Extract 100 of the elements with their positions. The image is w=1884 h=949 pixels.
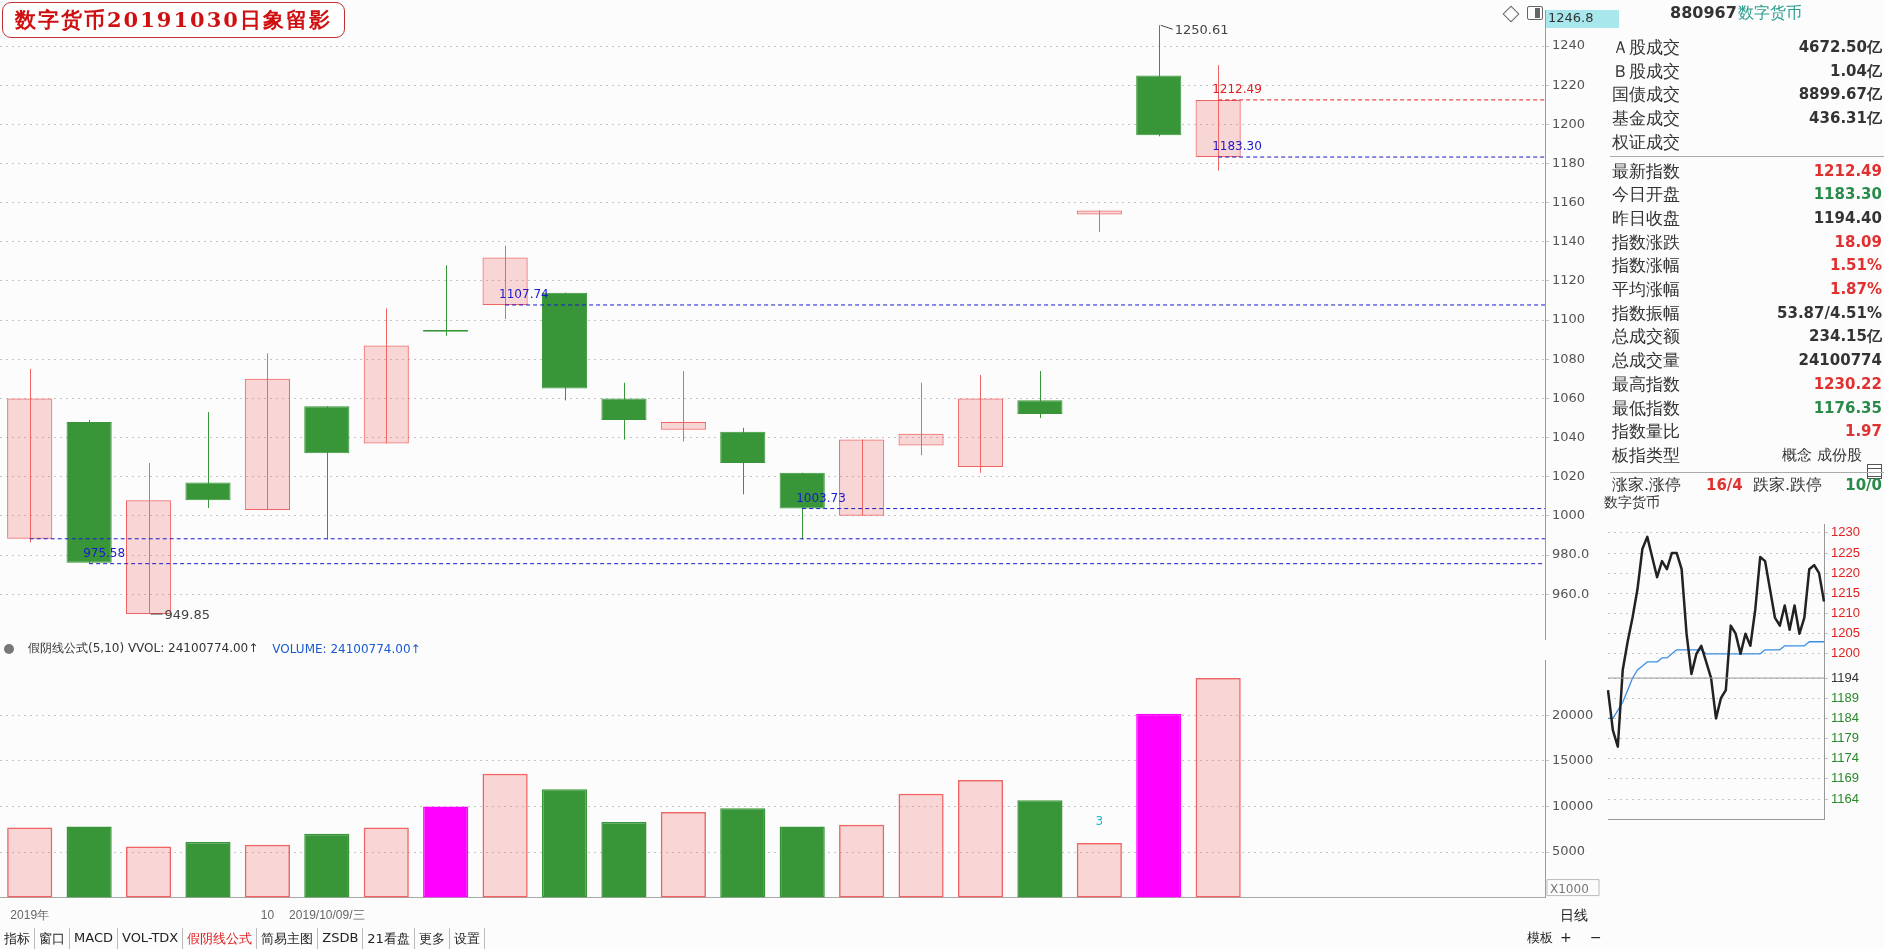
text: 234.15亿 [1809,327,1882,346]
text: ZSDB [318,928,364,949]
y-tick-label: 1180 [1552,154,1586,170]
text: 设置 [449,928,485,949]
text: 1176.35 [1813,398,1882,417]
text: 指数涨幅 [1612,255,1680,276]
y-tick-label: 1230 [1831,524,1860,540]
chart-subtitle: VOLUME: 24100774.00↑ [272,641,421,656]
text: 窗口 [35,928,70,949]
text: + [1560,928,1572,946]
text: Ｂ股成交 [1612,60,1680,81]
y-axis-title: X1000 [1550,881,1589,896]
y-tick-label: 1200 [1552,115,1586,131]
text: 日线 [1560,906,1588,924]
candlestick [660,370,706,442]
text: 436.31亿 [1809,109,1882,128]
text: 最低指数 [1612,397,1680,418]
text: VOL-TDX [117,928,184,949]
y-tick-label: 1179 [1831,730,1859,746]
y-tick-label: 1169 [1831,770,1859,786]
bar [1195,678,1241,898]
text: 总成交量 [1612,350,1680,371]
y-tick-label: 1100 [1552,311,1586,327]
chart-title: 假阴线公式(5,10) VVOL: 24100774.00↑ [28,640,259,657]
chart-title: 数字货币20191030日象留影 [2,2,345,38]
y-tick-label: 1080 [1552,350,1586,366]
text: 1183.30 [1813,185,1882,204]
y-tick-label: 1060 [1552,389,1586,405]
y-tick-label: 15000 [1552,752,1594,768]
candlestick [957,374,1004,474]
y-tick-label: 1020 [1552,468,1586,484]
bar [7,827,53,898]
text: 1230.22 [1813,374,1882,393]
text: MACD [70,928,118,949]
candlestick [244,352,290,511]
y-tick-label: 1000 [1552,507,1586,523]
text: 板指类型 [1612,444,1680,465]
y-tick-label: 980.0 [1552,546,1590,562]
text: 53.87/4.51% [1777,303,1882,322]
candlestick [898,382,944,456]
text: − [1590,928,1602,946]
y-tick-label: 1220 [1552,76,1586,92]
text: 1212.49 [1813,161,1882,180]
text: 总成交额 [1612,326,1680,347]
candlestick [7,368,53,543]
candlestick [363,307,409,444]
text: 18.09 [1834,232,1882,251]
text: 简易主图 [257,928,319,949]
text: 国债成交 [1612,84,1680,105]
text: 昨日收盘 [1612,207,1680,228]
x-tick-label: 2019/10/09/三 [289,908,365,923]
y-tick-label: 5000 [1552,843,1586,859]
y-tick-label: 1225 [1831,544,1860,560]
text: 模板 [1527,929,1553,947]
y-tick-label: 1194 [1831,669,1859,685]
text: 跌家.跌停 [1753,475,1823,494]
text: 1.97 [1844,422,1882,441]
ref-line-label: 1107.74 [499,287,549,302]
y-tick-label: 1220 [1831,564,1860,580]
text: 指数涨跌 [1612,231,1680,252]
annotation: 1250.61 [1174,21,1229,37]
x-tick-label: 10 [260,908,275,923]
bar [1076,842,1122,898]
y-tick-label: 1140 [1552,233,1586,249]
y-tick-label: 1040 [1552,428,1586,444]
text: 1.87% [1829,280,1882,298]
text: 16/4 [1706,476,1743,494]
text: 涨家.涨停 [1612,475,1682,494]
y-tick-label: 1205 [1831,625,1860,641]
bar [363,827,409,898]
text: 10/0 [1845,476,1882,494]
y-tick-label: 20000 [1552,706,1594,722]
text: 指数量比 [1612,421,1680,442]
text: 4672.50亿 [1798,38,1882,56]
text: 1194.40 [1813,208,1882,227]
bar [898,793,944,898]
text: 1.51% [1829,256,1882,275]
y-tick-label: 1174 [1831,750,1859,766]
bar [957,780,1004,898]
candlestick [1076,209,1122,233]
y-tick-label: 960.0 [1552,585,1590,601]
y-tick-label: 1164 [1831,790,1859,806]
y-tick-label: 1215 [1831,584,1860,600]
text: 概念 成份股 [1782,445,1862,464]
text: 平均涨幅 [1612,279,1680,299]
text: 24100774 [1798,351,1882,370]
text: 指数振幅 [1612,302,1680,323]
text: 最高指数 [1612,373,1680,394]
x-tick-label: 2019年 [10,908,50,923]
text: 数字货币 [1738,3,1802,22]
text: 1.04亿 [1829,61,1882,80]
y-tick-label: 10000 [1552,797,1594,813]
y-tick-label: 1200 [1831,645,1860,661]
text: 880967 [1670,3,1737,22]
annotation: 3 [1095,813,1104,828]
bar [482,773,528,898]
y-tick-label: 1120 [1552,272,1586,288]
chart-title: 数字货币 [1604,494,1660,512]
annotation: 949.85 [164,607,211,623]
text: 今日开盘 [1612,184,1680,205]
